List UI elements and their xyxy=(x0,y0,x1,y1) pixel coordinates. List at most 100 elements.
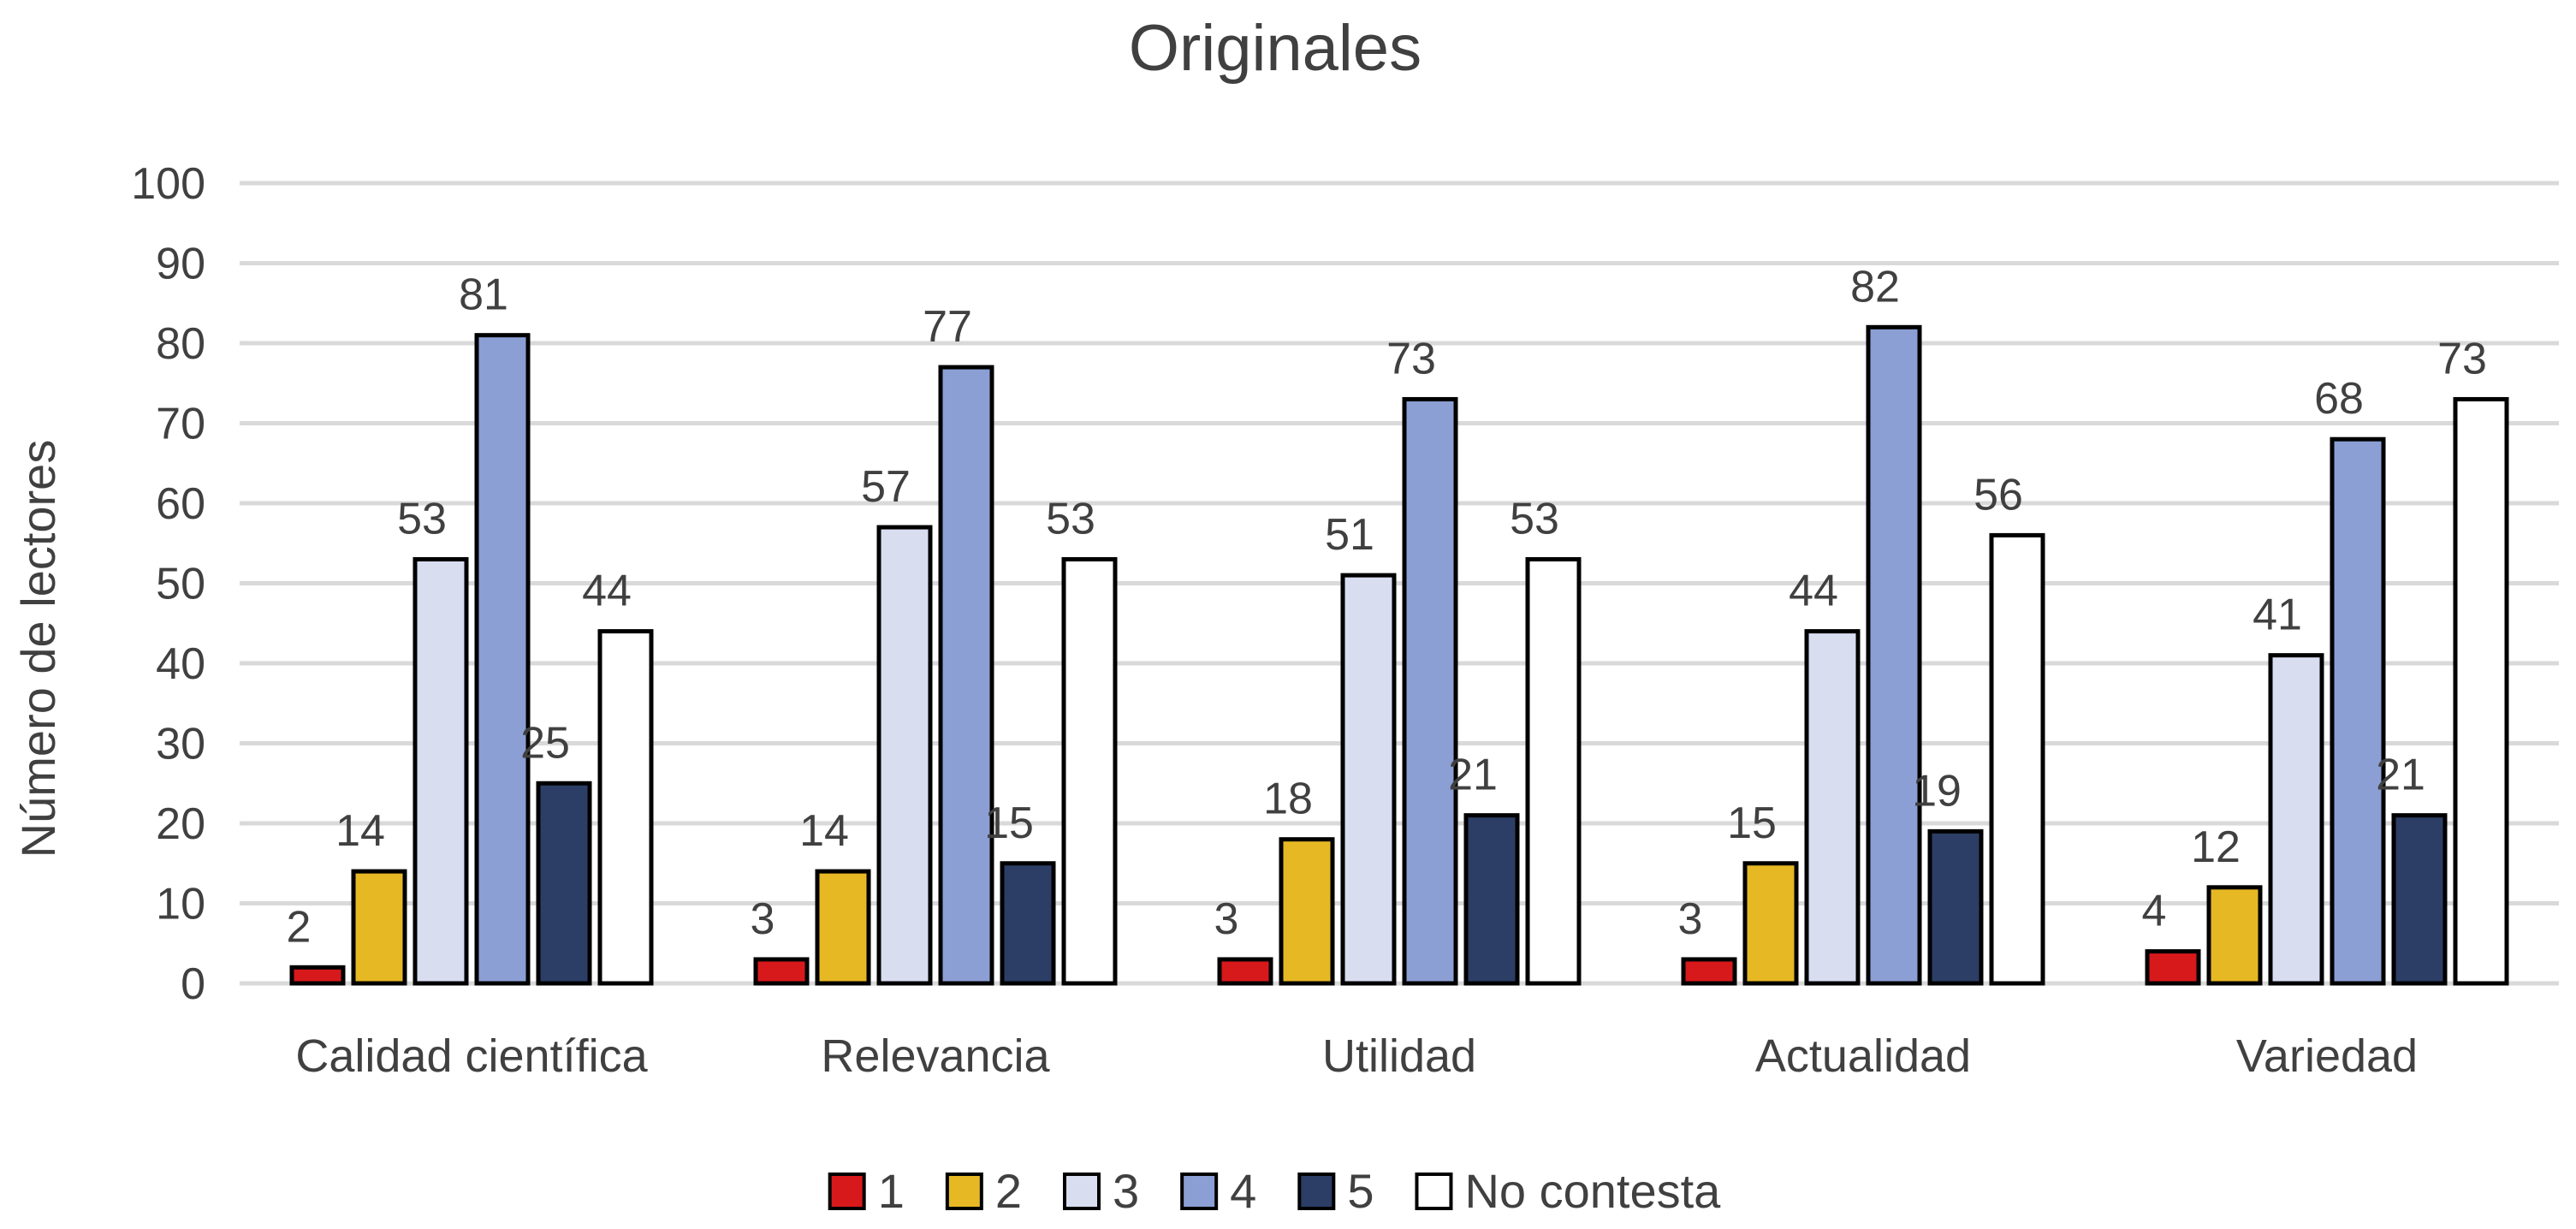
bar xyxy=(474,333,531,986)
bar xyxy=(2391,813,2448,986)
data-label: 15 xyxy=(1727,799,1777,848)
y-tick-label: 80 xyxy=(156,319,205,369)
data-label: 3 xyxy=(1678,894,1703,944)
bar xyxy=(2145,949,2201,986)
data-label: 25 xyxy=(520,718,570,768)
legend-swatch xyxy=(1063,1173,1101,1210)
data-label: 14 xyxy=(799,806,849,856)
data-label: 21 xyxy=(2376,751,2425,800)
data-labels: 21 4 53 81 25 44 3 14 57 77 15 53 3 18 51 73 21 53 3 15 44 82… xyxy=(287,262,2487,952)
y-axis-label: Número de lectores xyxy=(11,440,65,858)
chart-title: Originales xyxy=(1129,12,1422,85)
bar xyxy=(1217,957,1273,986)
legend-label: 2 xyxy=(995,1164,1022,1218)
bar xyxy=(289,965,346,986)
data-label: 81 xyxy=(459,270,508,320)
y-tick-label: 0 xyxy=(181,959,205,1009)
bar xyxy=(876,525,933,986)
bar xyxy=(1681,957,1737,986)
data-label: 19 xyxy=(1912,766,1962,816)
data-label: 73 xyxy=(1386,334,1436,383)
y-tick-label: 50 xyxy=(156,560,205,609)
bar xyxy=(938,365,994,986)
legend-swatch xyxy=(828,1173,866,1210)
y-tick-label: 70 xyxy=(156,400,205,449)
legend-item: 2 xyxy=(945,1164,1022,1218)
bar xyxy=(815,869,871,986)
bar xyxy=(413,556,469,986)
category-label: Variedad xyxy=(2236,1030,2418,1082)
data-label: 15 xyxy=(984,799,1034,848)
bar xyxy=(1340,573,1397,986)
y-tick-label: 60 xyxy=(156,479,205,529)
data-label: 3 xyxy=(751,894,775,944)
y-tick-label: 40 xyxy=(156,639,205,689)
category-labels: Calidad científica Relevancia Utilidad Actu… xyxy=(295,1030,2418,1082)
legend-item: 5 xyxy=(1297,1164,1374,1218)
data-label: 18 xyxy=(1263,775,1313,824)
data-label: 53 xyxy=(1046,494,1095,543)
data-label: 73 xyxy=(2437,334,2487,383)
bar xyxy=(2206,885,2263,986)
bar xyxy=(753,957,810,986)
data-label: 53 xyxy=(397,494,447,543)
data-label: 82 xyxy=(1850,262,1900,312)
category-label: Actualidad xyxy=(1755,1030,1971,1082)
data-label: 21 xyxy=(1448,751,1498,800)
legend-label: 1 xyxy=(878,1164,905,1218)
legend-label: 4 xyxy=(1230,1164,1256,1218)
data-label: 53 xyxy=(1510,494,1559,543)
data-label: 44 xyxy=(582,567,632,616)
data-label: 41 xyxy=(2253,591,2302,640)
category-label: Relevancia xyxy=(821,1030,1050,1082)
data-label: 51 xyxy=(1325,510,1374,560)
legend-swatch xyxy=(945,1173,983,1210)
legend-item: 1 xyxy=(828,1164,905,1218)
legend-swatch xyxy=(1415,1173,1453,1210)
legend-item: 4 xyxy=(1180,1164,1256,1218)
data-label: 12 xyxy=(2191,822,2241,872)
bars xyxy=(289,324,2509,986)
data-label: 56 xyxy=(1974,470,2023,520)
legend-label: No contesta xyxy=(1464,1164,1721,1218)
legend-label: 3 xyxy=(1113,1164,1139,1218)
bar xyxy=(2268,653,2324,986)
bar xyxy=(1742,861,1799,986)
bar xyxy=(1279,837,1335,986)
data-label: 57 xyxy=(861,462,911,512)
legend-item: 3 xyxy=(1063,1164,1139,1218)
bar xyxy=(1061,556,1118,986)
bar xyxy=(1989,532,2045,986)
legend-swatch xyxy=(1180,1173,1219,1210)
y-tick-label: 20 xyxy=(156,799,205,849)
category-label: Calidad científica xyxy=(295,1030,648,1082)
bar xyxy=(1463,813,1520,986)
data-label: 2 xyxy=(287,902,312,952)
bar xyxy=(351,869,407,986)
y-tick-label: 100 xyxy=(131,159,205,209)
bar xyxy=(536,781,592,986)
y-tick-label: 90 xyxy=(156,240,205,289)
data-label: 3 xyxy=(1214,894,1239,944)
legend-label: 5 xyxy=(1347,1164,1374,1218)
bar xyxy=(2453,396,2509,986)
data-label: 44 xyxy=(1789,567,1838,616)
data-label: 4 xyxy=(2142,887,2167,936)
bar xyxy=(1866,324,1922,986)
data-label: 68 xyxy=(2314,374,2364,424)
bar xyxy=(597,629,654,986)
bar xyxy=(2330,436,2386,986)
bar xyxy=(1804,629,1861,986)
data-label: 77 xyxy=(923,302,972,352)
legend-item: No contesta xyxy=(1415,1164,1721,1218)
bar xyxy=(1402,396,1458,986)
category-label: Utilidad xyxy=(1322,1030,1476,1082)
legend: 1 2 3 4 5 No contesta xyxy=(828,1164,1721,1218)
bar xyxy=(1525,556,1582,986)
bar xyxy=(1000,861,1056,986)
bar xyxy=(1927,828,1984,986)
y-tick-label: 10 xyxy=(156,880,205,929)
y-tick-labels: 0 10 20 30 40 50 60 70 80 90 100 xyxy=(131,159,205,1009)
